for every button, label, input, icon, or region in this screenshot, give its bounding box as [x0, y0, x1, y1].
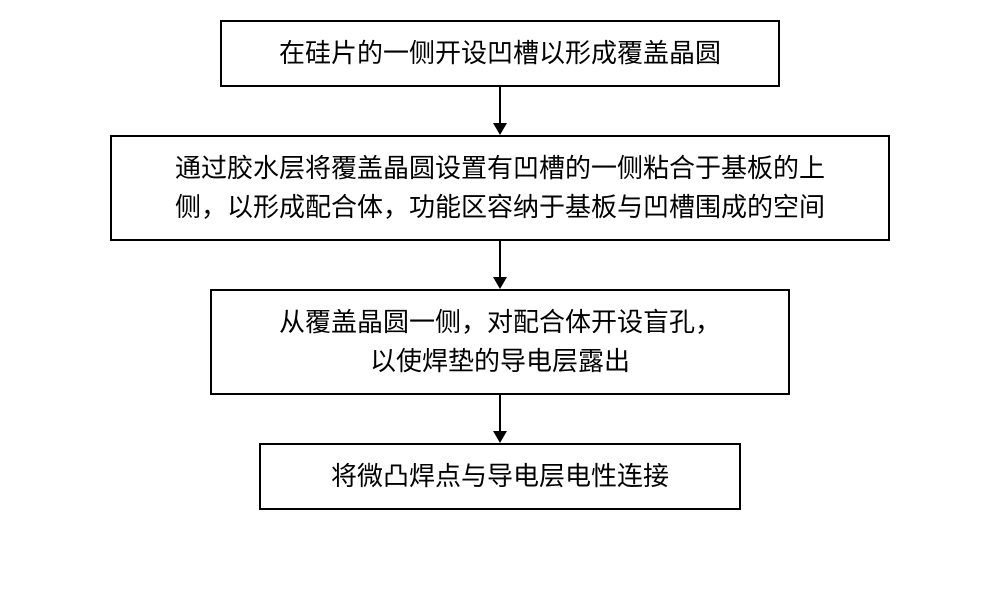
arrow-down-icon	[489, 395, 511, 443]
flowchart-step-3: 从覆盖晶圆一侧，对配合体开设盲孔， 以使焊垫的导电层露出	[210, 289, 790, 395]
flowchart-step-1: 在硅片的一侧开设凹槽以形成覆盖晶圆	[220, 20, 780, 87]
arrow-3	[499, 395, 501, 443]
arrow-down-icon	[489, 87, 511, 135]
flowchart-step-4: 将微凸焊点与导电层电性连接	[259, 443, 741, 510]
arrow-1	[499, 87, 501, 135]
arrow-2	[499, 241, 501, 289]
flowchart-step-2: 通过胶水层将覆盖晶圆设置有凹槽的一侧粘合于基板的上 侧，以形成配合体，功能区容纳…	[110, 135, 890, 241]
step-2-text: 通过胶水层将覆盖晶圆设置有凹槽的一侧粘合于基板的上 侧，以形成配合体，功能区容纳…	[175, 149, 825, 227]
step-3-text: 从覆盖晶圆一侧，对配合体开设盲孔， 以使焊垫的导电层露出	[279, 303, 721, 381]
step-1-text: 在硅片的一侧开设凹槽以形成覆盖晶圆	[279, 34, 721, 73]
arrow-down-icon	[489, 241, 511, 289]
step-4-text: 将微凸焊点与导电层电性连接	[331, 457, 669, 496]
